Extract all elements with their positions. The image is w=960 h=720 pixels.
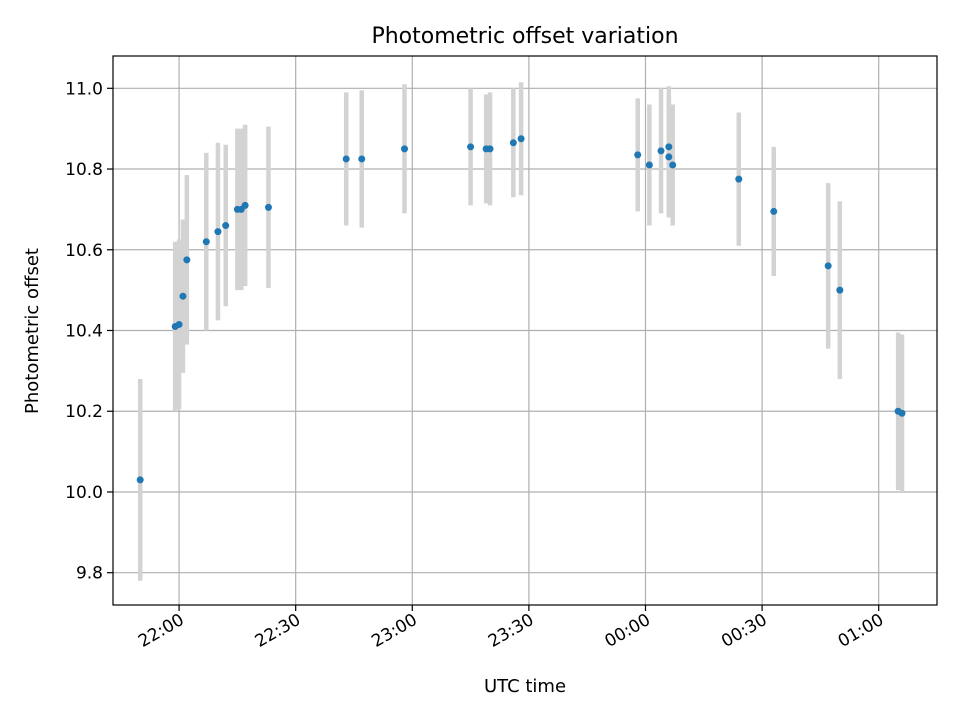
data-point (486, 145, 494, 153)
y-axis-label: Photometric offset (22, 248, 43, 414)
data-point (770, 207, 778, 215)
data-point (183, 256, 191, 264)
data-point (517, 135, 525, 143)
data-point (836, 286, 844, 294)
data-point (401, 145, 409, 153)
chart-title: Photometric offset variation (371, 24, 678, 49)
y-tick-label: 10.6 (65, 241, 103, 261)
data-point (175, 320, 183, 328)
data-point (735, 175, 743, 183)
data-point (136, 476, 144, 484)
data-point (634, 151, 642, 159)
data-point (824, 262, 832, 270)
data-point (342, 155, 350, 163)
y-tick-label: 10.0 (65, 483, 103, 503)
grid-lines (113, 56, 937, 605)
data-point (665, 143, 673, 151)
data-point (202, 238, 210, 246)
data-point (467, 143, 475, 151)
data-point (179, 292, 187, 300)
y-tick-label: 10.8 (65, 160, 103, 180)
data-point (898, 409, 906, 417)
data-point (509, 139, 517, 147)
data-point (264, 203, 272, 211)
data-point (657, 147, 665, 155)
plot-area-frame (112, 55, 938, 606)
y-tick-label: 9.8 (76, 564, 103, 584)
data-point (669, 161, 677, 169)
y-tick-label: 10.2 (65, 402, 103, 422)
y-axis-ticks: 9.8 10.0 10.2 10.4 10.6 10.8 11.0 (65, 79, 113, 584)
x-axis-label: UTC time (484, 676, 566, 697)
data-point (665, 153, 673, 161)
data-point (645, 161, 653, 169)
data-point (222, 222, 230, 230)
y-tick-label: 10.4 (65, 322, 103, 342)
data-point (241, 201, 249, 209)
data-point (358, 155, 366, 163)
data-points (136, 135, 906, 484)
data-point (214, 228, 222, 236)
y-tick-label: 11.0 (65, 79, 103, 99)
